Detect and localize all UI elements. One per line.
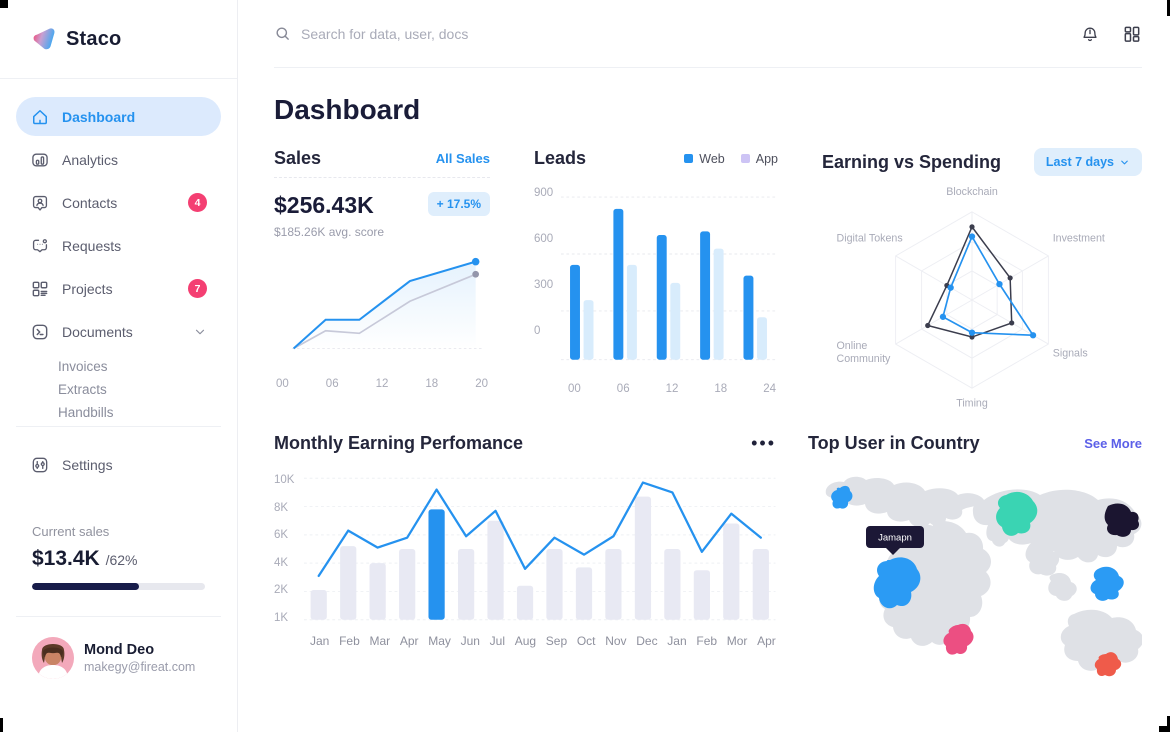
svg-text:Digital Tokens: Digital Tokens: [837, 233, 903, 245]
svg-text:Online: Online: [837, 340, 868, 352]
svg-text:Signals: Signals: [1053, 348, 1088, 360]
svg-text:Blockchain: Blockchain: [946, 186, 998, 198]
svg-text:Investment: Investment: [1053, 233, 1105, 245]
svg-text:Timing: Timing: [956, 398, 988, 410]
svg-text:Community: Community: [837, 353, 892, 365]
svg-text:Jamapn: Jamapn: [878, 533, 912, 544]
